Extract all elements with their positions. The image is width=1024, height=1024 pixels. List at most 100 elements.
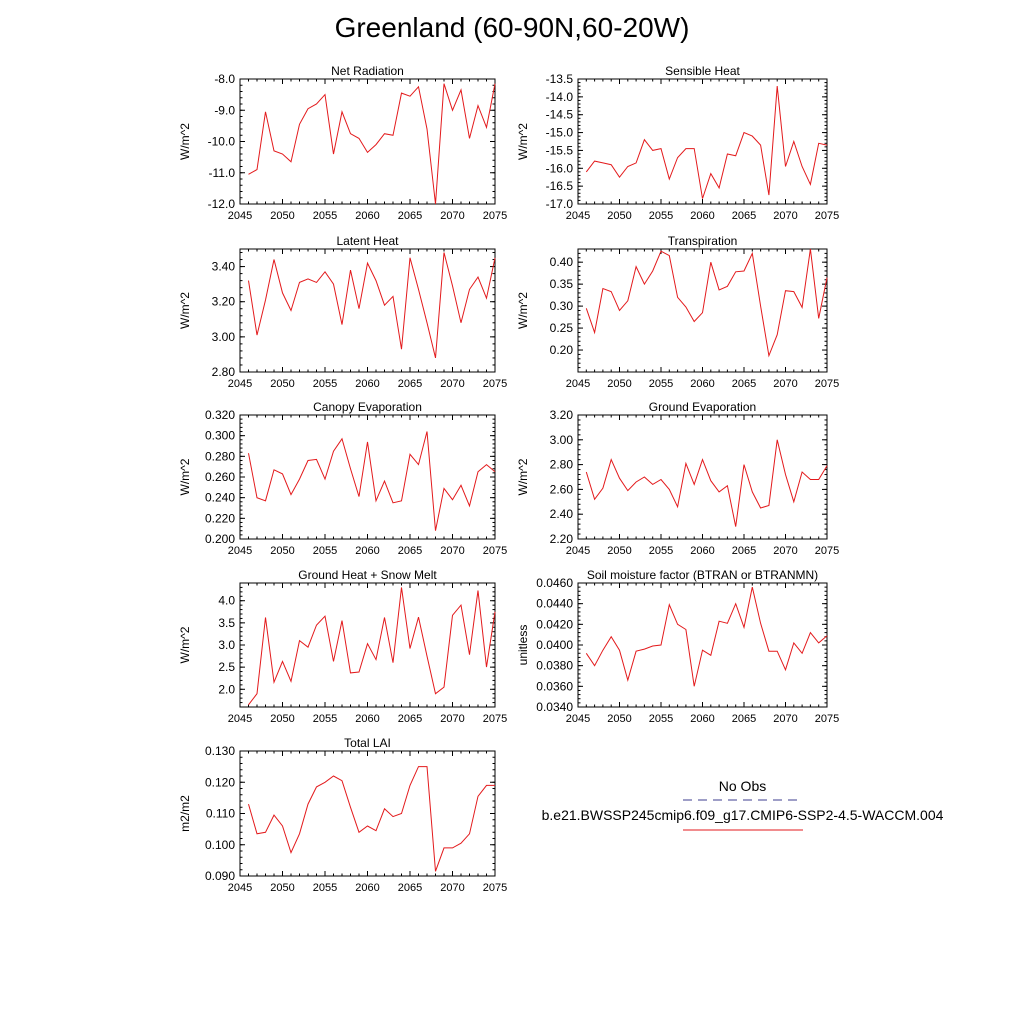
- y-tick-label: 3.40: [212, 260, 236, 274]
- y-tick-label: 3.0: [218, 638, 235, 652]
- y-tick-label: -17.0: [546, 197, 574, 211]
- x-tick-label: 2065: [398, 378, 422, 390]
- series-line: [585, 248, 828, 358]
- y-tick-label: 0.0460: [536, 576, 573, 590]
- y-tick-label: 0.30: [550, 299, 574, 313]
- x-tick-label: 2075: [483, 545, 507, 557]
- series-line: [248, 431, 496, 531]
- plot-frame: [239, 750, 496, 877]
- x-tick-label: 2065: [398, 882, 422, 894]
- x-tick-label: 2065: [732, 210, 756, 222]
- legend: No Obs b.e21.BWSSP245cmip6.f09_g17.CMIP6…: [540, 778, 945, 838]
- chart-title: Total LAI: [344, 736, 391, 750]
- plot-frame: [239, 78, 496, 205]
- x-tick-label: 2050: [270, 713, 294, 725]
- x-tick-label: 2055: [313, 545, 337, 557]
- chart-title: Latent Heat: [336, 234, 399, 248]
- y-tick-label: 2.80: [550, 458, 574, 472]
- chart-title: Canopy Evaporation: [313, 400, 422, 414]
- y-tick-label: 0.120: [205, 775, 235, 789]
- y-tick-label: -13.5: [546, 72, 574, 86]
- x-tick-label: 2060: [355, 713, 379, 725]
- x-tick-label: 2065: [398, 210, 422, 222]
- y-axis-label: W/m^2: [178, 626, 192, 663]
- y-tick-label: 0.0380: [536, 659, 573, 673]
- x-tick-label: 2045: [566, 545, 590, 557]
- legend-swatches: [683, 799, 803, 831]
- y-tick-label: 2.5: [218, 660, 235, 674]
- x-tick-label: 2070: [440, 378, 464, 390]
- y-tick-label: 2.80: [212, 365, 236, 379]
- y-tick-label: -15.0: [546, 126, 574, 140]
- x-tick-label: 2075: [815, 713, 839, 725]
- plot-frame: [239, 414, 496, 540]
- series-line: [248, 587, 496, 706]
- y-tick-label: 3.5: [218, 616, 235, 630]
- chart-title: Ground Heat + Snow Melt: [298, 568, 437, 582]
- chart-panel-8: Soil moisture factor (BTRAN or BTRANMN) u…: [516, 568, 839, 725]
- y-axis-label: W/m^2: [178, 123, 192, 160]
- y-tick-label: 0.130: [205, 744, 235, 758]
- chart-title: Ground Evaporation: [649, 400, 756, 414]
- y-tick-label: -16.0: [546, 161, 574, 175]
- x-tick-label: 2065: [732, 378, 756, 390]
- x-tick-label: 2055: [649, 210, 673, 222]
- y-tick-label: 0.0420: [536, 617, 573, 631]
- y-tick-label: -14.0: [546, 90, 574, 104]
- y-axis-label: W/m^2: [178, 458, 192, 495]
- x-tick-label: 2060: [690, 713, 714, 725]
- plot-frame: [577, 78, 828, 205]
- x-tick-label: 2075: [483, 882, 507, 894]
- y-tick-label: 0.0440: [536, 597, 573, 611]
- x-tick-label: 2045: [566, 210, 590, 222]
- y-tick-label: 0.0360: [536, 679, 573, 693]
- x-tick-label: 2070: [773, 210, 797, 222]
- y-tick-label: 0.20: [550, 343, 574, 357]
- y-tick-label: -8.0: [214, 72, 235, 86]
- x-tick-label: 2070: [440, 882, 464, 894]
- x-tick-label: 2050: [607, 210, 631, 222]
- series-line: [585, 439, 828, 527]
- x-tick-label: 2045: [566, 713, 590, 725]
- plot-frame: [577, 414, 828, 540]
- series-line: [248, 766, 495, 872]
- y-tick-label: 0.240: [205, 491, 235, 505]
- x-tick-label: 2050: [270, 210, 294, 222]
- y-tick-label: -14.5: [546, 108, 574, 122]
- chart-title: Net Radiation: [331, 64, 404, 78]
- y-tick-label: 0.0400: [536, 638, 573, 652]
- x-tick-label: 2055: [313, 882, 337, 894]
- y-tick-label: 0.0340: [536, 700, 573, 714]
- y-tick-label: 2.0: [218, 682, 235, 696]
- y-tick-label: 0.200: [205, 532, 235, 546]
- y-tick-label: 0.090: [205, 869, 235, 883]
- x-tick-label: 2060: [690, 545, 714, 557]
- y-tick-label: -15.5: [546, 143, 574, 157]
- y-tick-label: 3.20: [212, 295, 236, 309]
- x-tick-label: 2075: [815, 210, 839, 222]
- x-tick-label: 2045: [228, 210, 252, 222]
- chart-panel-6: Ground Evaporation W/m^2 2045 2050 2055 2060 2…: [516, 400, 839, 557]
- y-tick-label: -9.0: [214, 103, 235, 117]
- x-tick-label: 2045: [228, 545, 252, 557]
- chart-panel-1: Net Radiation W/m^2 2045 2050 2055 2060 2065 20…: [178, 64, 507, 222]
- chart-panel-2: Sensible Heat W/m^2 2045 2050 2055 2060 2065 20…: [516, 64, 839, 222]
- y-tick-label: 2.40: [550, 507, 574, 521]
- chart-panel-4: Transpiration W/m^2 2045 2050 2055 2060 2065 20…: [516, 234, 839, 390]
- y-tick-label: 0.35: [550, 277, 574, 291]
- y-tick-label: 3.20: [550, 408, 574, 422]
- x-tick-label: 2060: [690, 210, 714, 222]
- y-tick-label: 2.20: [550, 532, 574, 546]
- y-tick-label: -10.0: [208, 135, 236, 149]
- y-axis-label: W/m^2: [516, 292, 530, 329]
- chart-title: Sensible Heat: [665, 64, 740, 78]
- x-tick-label: 2055: [313, 378, 337, 390]
- chart-title: Soil moisture factor (BTRAN or BTRANMN): [587, 568, 818, 582]
- x-tick-label: 2045: [228, 378, 252, 390]
- x-tick-label: 2055: [649, 545, 673, 557]
- x-tick-label: 2045: [566, 378, 590, 390]
- plot-frame: [577, 582, 828, 708]
- x-tick-label: 2070: [773, 713, 797, 725]
- x-tick-label: 2065: [398, 545, 422, 557]
